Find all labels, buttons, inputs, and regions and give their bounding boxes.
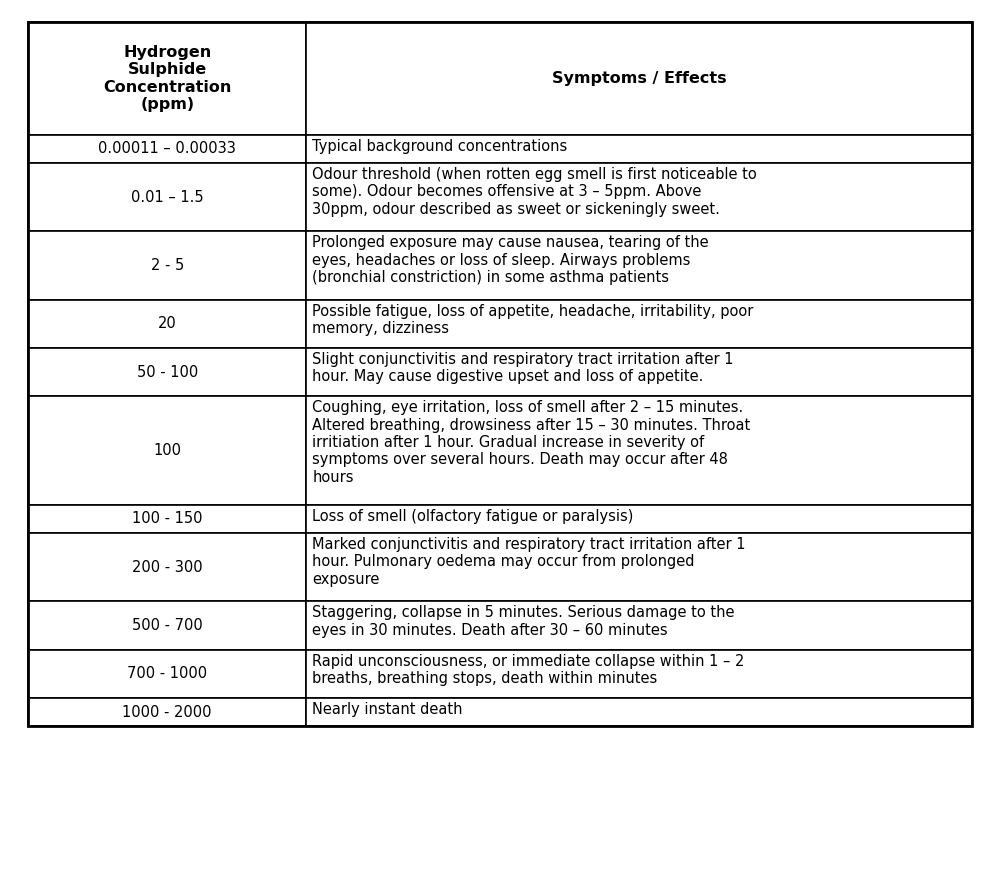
Text: 200 - 300: 200 - 300 — [132, 559, 203, 574]
Bar — [306, 163, 972, 231]
Bar — [28, 300, 306, 348]
Bar — [306, 533, 972, 602]
Text: 0.01 – 1.5: 0.01 – 1.5 — [131, 189, 204, 204]
Text: 0.00011 – 0.00033: 0.00011 – 0.00033 — [98, 142, 236, 157]
Bar — [28, 602, 306, 650]
Text: Nearly instant death: Nearly instant death — [312, 702, 463, 717]
Text: 50 - 100: 50 - 100 — [137, 365, 198, 380]
Bar — [28, 22, 306, 135]
Text: 700 - 1000: 700 - 1000 — [127, 666, 207, 681]
Text: 100: 100 — [153, 443, 181, 458]
Bar — [28, 396, 306, 505]
Text: Loss of smell (olfactory fatigue or paralysis): Loss of smell (olfactory fatigue or para… — [312, 509, 634, 524]
Bar — [306, 505, 972, 533]
Text: Odour threshold (when rotten egg smell is first noticeable to
some). Odour becom: Odour threshold (when rotten egg smell i… — [312, 166, 757, 217]
Bar — [28, 22, 972, 727]
Bar — [306, 348, 972, 396]
Bar — [306, 602, 972, 650]
Bar — [28, 135, 306, 163]
Bar — [306, 231, 972, 300]
Bar — [306, 300, 972, 348]
Text: Hydrogen
Sulphide
Concentration
(ppm): Hydrogen Sulphide Concentration (ppm) — [103, 45, 231, 112]
Bar — [306, 135, 972, 163]
Text: Slight conjunctivitis and respiratory tract irritation after 1
hour. May cause d: Slight conjunctivitis and respiratory tr… — [312, 352, 734, 384]
Text: 20: 20 — [158, 316, 177, 331]
Bar — [306, 650, 972, 698]
Text: Typical background concentrations: Typical background concentrations — [312, 139, 568, 154]
Text: Rapid unconsciousness, or immediate collapse within 1 – 2
breaths, breathing sto: Rapid unconsciousness, or immediate coll… — [312, 654, 745, 686]
Bar — [28, 505, 306, 533]
Text: 1000 - 2000: 1000 - 2000 — [122, 704, 212, 720]
Bar — [306, 396, 972, 505]
Text: 100 - 150: 100 - 150 — [132, 512, 202, 527]
Bar — [28, 533, 306, 602]
Text: Staggering, collapse in 5 minutes. Serious damage to the
eyes in 30 minutes. Dea: Staggering, collapse in 5 minutes. Serio… — [312, 605, 735, 638]
Text: Coughing, eye irritation, loss of smell after 2 – 15 minutes.
Altered breathing,: Coughing, eye irritation, loss of smell … — [312, 400, 751, 485]
Bar — [306, 698, 972, 727]
Bar — [28, 163, 306, 231]
Text: 2 - 5: 2 - 5 — [151, 258, 184, 273]
Bar — [28, 348, 306, 396]
Text: Symptoms / Effects: Symptoms / Effects — [552, 71, 727, 86]
Bar — [28, 231, 306, 300]
Text: Prolonged exposure may cause nausea, tearing of the
eyes, headaches or loss of s: Prolonged exposure may cause nausea, tea… — [312, 235, 709, 285]
Bar — [28, 698, 306, 727]
Bar — [28, 650, 306, 698]
Text: Marked conjunctivitis and respiratory tract irritation after 1
hour. Pulmonary o: Marked conjunctivitis and respiratory tr… — [312, 537, 746, 587]
Text: Possible fatigue, loss of appetite, headache, irritability, poor
memory, dizzine: Possible fatigue, loss of appetite, head… — [312, 304, 754, 336]
Bar — [306, 22, 972, 135]
Text: 500 - 700: 500 - 700 — [132, 618, 203, 633]
